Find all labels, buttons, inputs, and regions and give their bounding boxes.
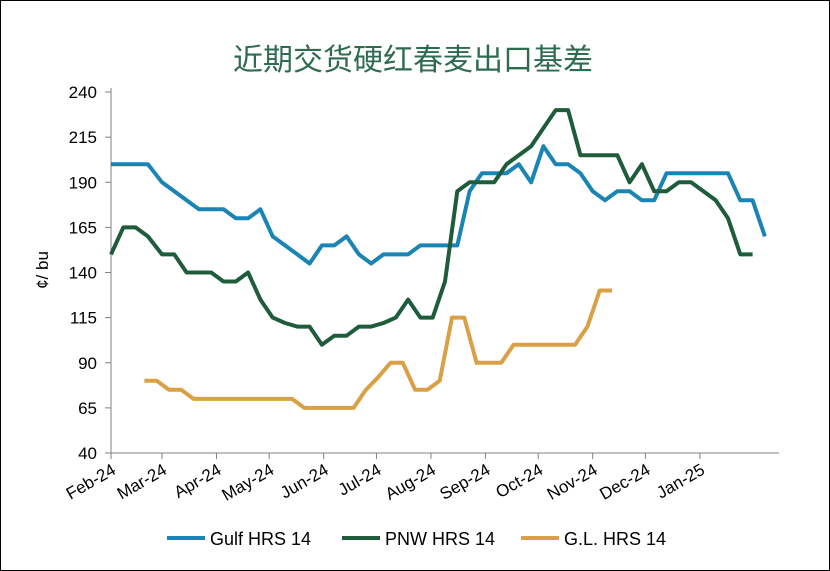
y-tick-label: 140 [69,264,97,283]
y-tick-label: 90 [78,354,97,373]
series-line-3 [144,288,612,410]
legend-label: G.L. HRS 14 [564,529,666,549]
x-tick-label: Aug-24 [382,460,439,504]
y-tick-label: 190 [69,173,97,192]
x-tick-label: Jan-25 [653,460,708,502]
x-tick-label: Oct-24 [492,460,546,502]
y-tick-label: 240 [69,83,97,102]
x-tick-label: May-24 [219,460,278,505]
y-tick-label: 65 [78,399,97,418]
x-tick-label: Jun-24 [277,460,332,502]
legend: Gulf HRS 14 PNW HRS 14 G.L. HRS 14 [167,529,666,549]
series-lines [109,108,767,410]
legend-label: PNW HRS 14 [385,529,495,549]
x-tick-label: Sep-24 [436,460,493,504]
x-tick-label: Feb-24 [63,460,119,503]
y-tick-label: 115 [70,309,97,328]
x-tick-label: Apr-24 [171,460,225,502]
x-tick-label: Nov-24 [544,460,601,504]
legend-label: Gulf HRS 14 [210,529,311,549]
series-line-1 [111,144,767,266]
x-tick-label: Dec-24 [596,460,653,504]
y-axis-label: ¢/ bu [33,251,52,289]
y-tick-label: 40 [78,444,97,463]
chart-title: 近期交货硬红春麦出口基差 [233,43,593,78]
x-tick-label: Mar-24 [114,460,170,503]
y-tick-label: 215 [69,128,97,147]
y-tick-label: 165 [69,218,97,237]
series-line-2 [109,108,753,347]
x-tick-label: Jul-24 [335,460,385,500]
